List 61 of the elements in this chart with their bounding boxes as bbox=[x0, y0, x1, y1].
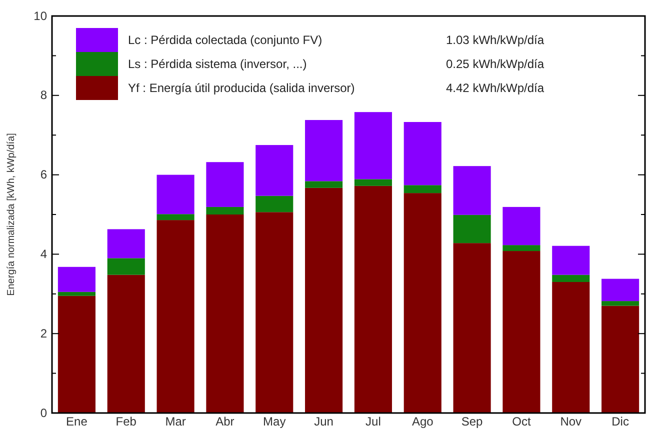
bar bbox=[552, 274, 590, 282]
bar bbox=[305, 188, 343, 413]
x-tick-label: Jul bbox=[366, 414, 381, 429]
bar bbox=[602, 278, 640, 302]
x-tick-label: Mar bbox=[165, 414, 186, 429]
bar bbox=[354, 179, 392, 186]
x-tick-label: Nov bbox=[560, 414, 582, 429]
bar bbox=[58, 296, 96, 413]
bar bbox=[552, 282, 590, 413]
legend-label: Yf : Energía útil producida (salida inversor) bbox=[128, 81, 355, 95]
bar bbox=[58, 266, 96, 292]
bar bbox=[305, 181, 343, 188]
bar bbox=[256, 145, 294, 196]
x-tick-label: Abr bbox=[216, 414, 234, 429]
bar bbox=[453, 166, 491, 215]
bar bbox=[552, 246, 590, 275]
bar bbox=[602, 306, 640, 413]
bar bbox=[206, 206, 244, 214]
bar bbox=[206, 162, 244, 207]
bar bbox=[502, 251, 540, 413]
x-tick-label: Ago bbox=[412, 414, 434, 429]
bar bbox=[404, 193, 442, 413]
annotation: 1.03 kWh/kWp/día bbox=[446, 33, 544, 47]
bar bbox=[107, 229, 145, 258]
bar bbox=[305, 120, 343, 182]
bar bbox=[404, 122, 442, 186]
x-tick-label: Oct bbox=[512, 414, 532, 429]
x-tick-label: Dic bbox=[612, 414, 629, 429]
bar bbox=[404, 185, 442, 194]
x-tick-label: Ene bbox=[66, 414, 88, 429]
bar bbox=[453, 214, 491, 244]
y-tick-label: 10 bbox=[34, 8, 48, 23]
bar bbox=[58, 292, 96, 296]
x-tick-label: Feb bbox=[116, 414, 137, 429]
legend-label: Ls : Pérdida sistema (inversor, ...) bbox=[128, 57, 307, 71]
bar bbox=[602, 301, 640, 306]
bar bbox=[453, 243, 491, 413]
bar bbox=[156, 174, 194, 214]
bar bbox=[107, 274, 145, 413]
bar bbox=[156, 214, 194, 220]
y-axis-title: Energía normalizada [kWh, kWp/día] bbox=[6, 132, 17, 296]
bar bbox=[354, 112, 392, 180]
bar bbox=[354, 186, 392, 413]
y-tick-label: 8 bbox=[40, 88, 48, 102]
y-tick-label: 2 bbox=[40, 326, 48, 340]
x-tick-label: Jun bbox=[314, 414, 334, 429]
bar bbox=[502, 245, 540, 252]
annotation: 0.25 kWh/kWp/día bbox=[446, 57, 544, 71]
legend-label: Lc : Pérdida colectada (conjunto FV) bbox=[128, 33, 322, 47]
bar bbox=[502, 206, 540, 246]
y-tick-label: 4 bbox=[40, 247, 48, 262]
x-tick-label: May bbox=[263, 414, 286, 429]
bar bbox=[206, 214, 244, 413]
x-tick-label: Sep bbox=[461, 414, 484, 429]
bar bbox=[256, 212, 294, 413]
y-tick-label: 6 bbox=[40, 168, 48, 182]
bar bbox=[107, 258, 145, 275]
bar bbox=[156, 220, 194, 413]
y-tick-label: 0 bbox=[40, 406, 48, 420]
bar bbox=[256, 196, 294, 212]
annotation: 4.42 kWh/kWp/día bbox=[446, 81, 544, 95]
